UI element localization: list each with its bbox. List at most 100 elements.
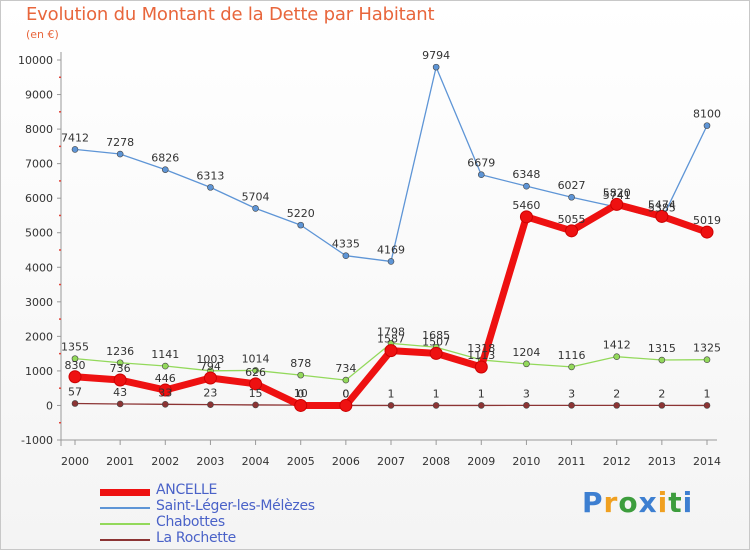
data-label: 1116 bbox=[558, 349, 586, 362]
data-label: 6348 bbox=[512, 168, 540, 181]
data-label: 1507 bbox=[422, 335, 450, 348]
data-label: 6826 bbox=[151, 152, 179, 165]
y-tick-label: 10000 bbox=[18, 54, 53, 67]
data-point bbox=[71, 400, 79, 407]
legend-swatch bbox=[100, 489, 150, 496]
data-point bbox=[161, 401, 169, 408]
x-tick-label: 2009 bbox=[467, 455, 495, 468]
data-point bbox=[387, 402, 395, 409]
data-point bbox=[297, 221, 305, 229]
data-label: 1315 bbox=[648, 342, 676, 355]
data-label: 15 bbox=[249, 387, 263, 400]
data-point bbox=[252, 401, 259, 409]
line-chart: -100001000200030004000500060007000800090… bbox=[18, 49, 721, 468]
y-tick-label: 0 bbox=[46, 399, 53, 412]
data-label: 878 bbox=[290, 357, 311, 370]
chart-subtitle: (en €) bbox=[26, 28, 59, 41]
data-point bbox=[339, 398, 353, 412]
y-tick-label: 4000 bbox=[25, 261, 53, 274]
data-point bbox=[429, 346, 443, 360]
x-tick-label: 2007 bbox=[377, 455, 405, 468]
data-point bbox=[113, 373, 127, 387]
y-tick-label: 8000 bbox=[25, 123, 53, 136]
legend-label: Saint-Léger-les-Mélèzes bbox=[156, 498, 315, 514]
data-label: 23 bbox=[203, 387, 217, 400]
data-label: 3 bbox=[568, 387, 575, 400]
data-point bbox=[342, 376, 350, 384]
data-label: 1 bbox=[388, 387, 395, 400]
data-point bbox=[116, 150, 124, 158]
chart-title: Evolution du Montant de la Dette par Hab… bbox=[26, 4, 435, 25]
data-label: 6679 bbox=[467, 157, 495, 170]
data-point bbox=[700, 225, 714, 239]
x-tick-label: 2010 bbox=[512, 455, 540, 468]
data-label: 0 bbox=[342, 387, 349, 400]
data-point bbox=[116, 359, 124, 367]
data-label: 5019 bbox=[693, 214, 721, 227]
data-point bbox=[523, 182, 530, 190]
data-label: 6313 bbox=[196, 169, 224, 182]
data-label: 626 bbox=[245, 366, 266, 379]
x-tick-label: 2011 bbox=[558, 455, 586, 468]
data-label: 0 bbox=[297, 387, 304, 400]
data-label: 1113 bbox=[467, 349, 495, 362]
data-point bbox=[387, 258, 395, 265]
data-point bbox=[297, 371, 305, 379]
proxiti-logo: Proxiti bbox=[582, 486, 694, 519]
data-label: 5220 bbox=[287, 207, 315, 220]
data-label: 2 bbox=[658, 387, 665, 400]
data-label: 736 bbox=[110, 362, 131, 375]
data-point bbox=[71, 355, 79, 362]
data-label: 1587 bbox=[377, 333, 405, 346]
data-point bbox=[703, 402, 711, 409]
data-label: 1204 bbox=[512, 346, 540, 359]
data-label: 2 bbox=[613, 387, 620, 400]
x-tick-label: 2008 bbox=[422, 455, 450, 468]
data-label: 1685 bbox=[422, 329, 450, 342]
data-point bbox=[477, 402, 485, 409]
data-point bbox=[474, 360, 488, 374]
x-tick-label: 2012 bbox=[603, 455, 631, 468]
data-point bbox=[703, 122, 711, 129]
data-label: 1003 bbox=[196, 353, 224, 366]
data-label: 5055 bbox=[558, 213, 586, 226]
data-point bbox=[568, 363, 575, 371]
data-point bbox=[342, 252, 350, 259]
data-point bbox=[613, 353, 621, 360]
data-point bbox=[432, 402, 440, 409]
x-tick-label: 2004 bbox=[242, 455, 270, 468]
y-tick-label: -1000 bbox=[21, 434, 53, 447]
data-label: 4169 bbox=[377, 243, 405, 256]
data-point bbox=[71, 146, 79, 153]
data-label: 5820 bbox=[603, 186, 631, 199]
data-point bbox=[655, 209, 669, 223]
data-point bbox=[207, 401, 214, 408]
data-point bbox=[568, 402, 575, 409]
data-label: 6027 bbox=[558, 179, 586, 192]
data-point bbox=[658, 356, 666, 364]
data-label: 5474 bbox=[648, 198, 676, 211]
y-tick-label: 2000 bbox=[25, 330, 53, 343]
data-label: 10 bbox=[294, 387, 308, 400]
data-label: 1355 bbox=[61, 341, 89, 354]
legend-swatch bbox=[100, 507, 150, 509]
x-tick-label: 2013 bbox=[648, 455, 676, 468]
x-tick-label: 2003 bbox=[196, 455, 224, 468]
data-point bbox=[565, 224, 579, 238]
data-point bbox=[384, 344, 398, 358]
legend-label: ANCELLE bbox=[156, 482, 218, 498]
x-tick-label: 2000 bbox=[61, 455, 89, 468]
data-point bbox=[432, 63, 440, 71]
legend-label: Chabottes bbox=[156, 514, 225, 530]
data-label: 1 bbox=[478, 387, 485, 400]
data-label: 1798 bbox=[377, 325, 405, 338]
legend-swatch bbox=[100, 523, 150, 525]
data-point bbox=[568, 193, 575, 201]
data-point bbox=[161, 362, 169, 370]
data-label: 0 bbox=[342, 387, 349, 400]
data-label: 8100 bbox=[693, 108, 721, 121]
data-label: 7278 bbox=[106, 136, 134, 149]
data-point bbox=[294, 398, 308, 412]
data-point bbox=[158, 383, 172, 397]
